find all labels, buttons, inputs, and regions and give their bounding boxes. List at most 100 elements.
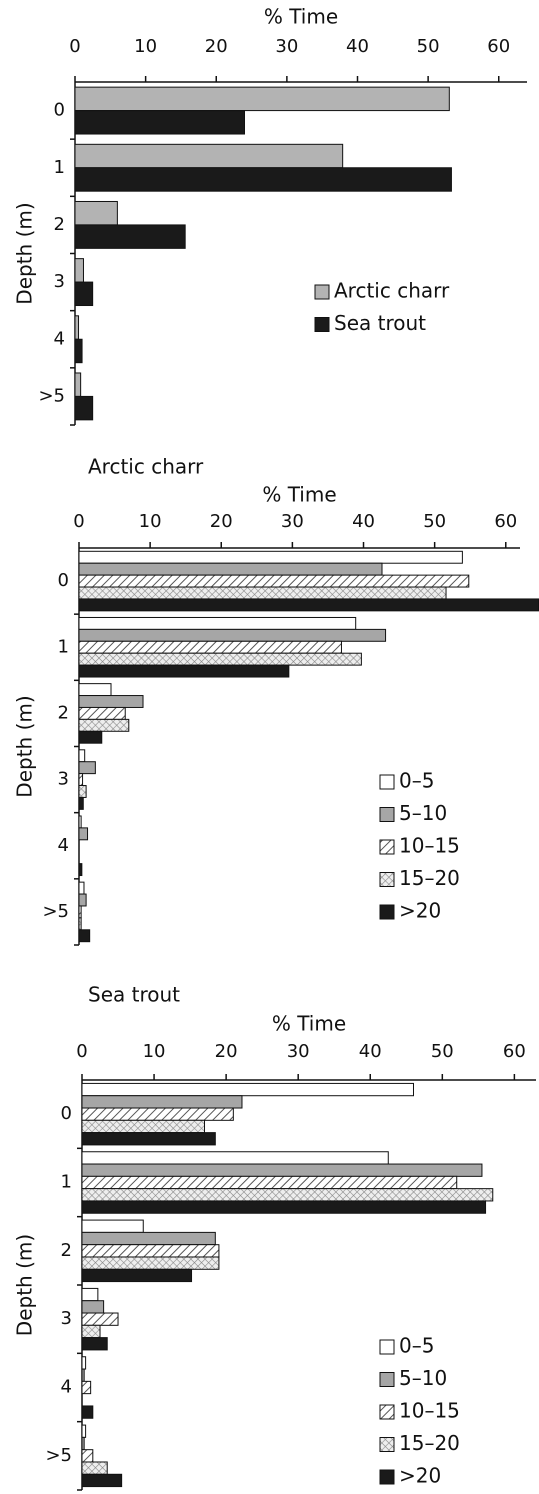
bar bbox=[81, 1119, 206, 1134]
bar bbox=[81, 1405, 94, 1419]
legend-label: 15–20 bbox=[399, 1431, 460, 1455]
y-tick-label: 3 bbox=[58, 769, 69, 790]
bar bbox=[78, 586, 447, 600]
y-tick-label: 3 bbox=[61, 1308, 72, 1329]
legend-label: 5–10 bbox=[399, 1366, 447, 1390]
bar bbox=[74, 143, 344, 169]
y-tick-label: 1 bbox=[54, 157, 65, 178]
legend-label: 0–5 bbox=[399, 1334, 434, 1358]
bar bbox=[78, 761, 96, 775]
y-tick-label: 1 bbox=[61, 1172, 72, 1193]
legend-label: 10–15 bbox=[399, 1399, 460, 1423]
legend-swatch bbox=[379, 1372, 395, 1387]
bar bbox=[81, 1244, 220, 1258]
bar bbox=[81, 1082, 414, 1097]
bar bbox=[81, 1300, 105, 1314]
y-tick-label: 1 bbox=[58, 636, 69, 657]
x-tick-label: 30 bbox=[275, 36, 298, 57]
bar bbox=[81, 1163, 483, 1177]
bar bbox=[81, 1188, 494, 1202]
bar bbox=[78, 706, 126, 720]
bar bbox=[78, 640, 342, 654]
bar bbox=[74, 224, 186, 249]
bar bbox=[81, 1337, 108, 1351]
legend-label: Sea trout bbox=[334, 311, 426, 335]
x-tick-label: 20 bbox=[215, 1041, 238, 1062]
x-tick-label: 50 bbox=[431, 1041, 454, 1062]
bar bbox=[78, 616, 357, 630]
legend-label: 0–5 bbox=[399, 769, 434, 793]
legend-swatch bbox=[314, 284, 330, 300]
bar bbox=[81, 1368, 85, 1382]
y-tick-label: 2 bbox=[58, 702, 69, 723]
y-tick-label: >5 bbox=[42, 901, 69, 922]
subtitle: Sea trout bbox=[88, 983, 180, 1007]
bar bbox=[78, 827, 89, 841]
bar bbox=[81, 1219, 144, 1233]
bar bbox=[81, 1461, 108, 1475]
x-tick-label: 50 bbox=[423, 511, 446, 532]
x-tick-label: 20 bbox=[205, 36, 228, 57]
legend-label: >20 bbox=[399, 899, 441, 923]
bar bbox=[78, 664, 290, 678]
legend-swatch bbox=[379, 904, 395, 920]
bar bbox=[81, 1200, 487, 1214]
bar bbox=[81, 1256, 220, 1270]
y-axis-title: Depth (m) bbox=[13, 1234, 37, 1336]
bar bbox=[78, 730, 103, 744]
bar bbox=[78, 628, 387, 642]
x-tick-label: 10 bbox=[143, 1041, 166, 1062]
bar bbox=[78, 598, 539, 612]
x-tick-label: 30 bbox=[287, 1041, 310, 1062]
legend-swatch bbox=[379, 1437, 395, 1452]
bar bbox=[81, 1132, 216, 1146]
bar bbox=[78, 785, 87, 798]
bar bbox=[74, 110, 245, 135]
y-tick-label: 0 bbox=[58, 570, 69, 591]
legend-label: 15–20 bbox=[399, 866, 460, 890]
x-tick-label: 60 bbox=[503, 1041, 526, 1062]
bar bbox=[74, 372, 82, 397]
x-tick-label: 30 bbox=[281, 511, 304, 532]
bar bbox=[74, 315, 80, 340]
y-tick-label: 2 bbox=[61, 1240, 72, 1261]
legend-swatch bbox=[379, 1469, 395, 1485]
y-tick-label: 0 bbox=[61, 1103, 72, 1124]
bar bbox=[78, 749, 86, 763]
bar bbox=[78, 773, 84, 787]
bar bbox=[81, 1449, 94, 1463]
bar bbox=[74, 395, 94, 421]
y-tick-label: 0 bbox=[54, 100, 65, 121]
legend-swatch bbox=[379, 872, 395, 887]
legend-label: >20 bbox=[399, 1464, 441, 1488]
bar bbox=[78, 815, 82, 829]
bar bbox=[78, 929, 91, 943]
bar bbox=[74, 86, 450, 112]
bar bbox=[78, 796, 84, 810]
bar bbox=[74, 258, 84, 283]
bar bbox=[78, 893, 87, 907]
legend-label: Arctic charr bbox=[334, 279, 450, 303]
y-axis-title: Depth (m) bbox=[13, 202, 37, 304]
y-tick-label: 4 bbox=[54, 328, 65, 349]
bar bbox=[81, 1424, 87, 1438]
legend-swatch bbox=[379, 774, 395, 790]
x-axis-title: % Time bbox=[264, 5, 338, 29]
subtitle: Arctic charr bbox=[88, 455, 204, 479]
bar bbox=[81, 1312, 119, 1326]
x-axis-title: % Time bbox=[262, 483, 336, 507]
legend-swatch bbox=[314, 317, 330, 332]
bar bbox=[81, 1473, 123, 1488]
bar bbox=[81, 1151, 389, 1165]
bar bbox=[81, 1356, 87, 1370]
bar bbox=[74, 281, 94, 307]
bar bbox=[81, 1095, 243, 1109]
y-tick-label: 3 bbox=[54, 271, 65, 292]
bar bbox=[78, 695, 144, 708]
bar bbox=[78, 652, 362, 666]
legend-swatch bbox=[379, 839, 395, 855]
bar bbox=[78, 881, 85, 895]
bar bbox=[74, 338, 83, 364]
x-tick-label: 0 bbox=[76, 1041, 87, 1062]
